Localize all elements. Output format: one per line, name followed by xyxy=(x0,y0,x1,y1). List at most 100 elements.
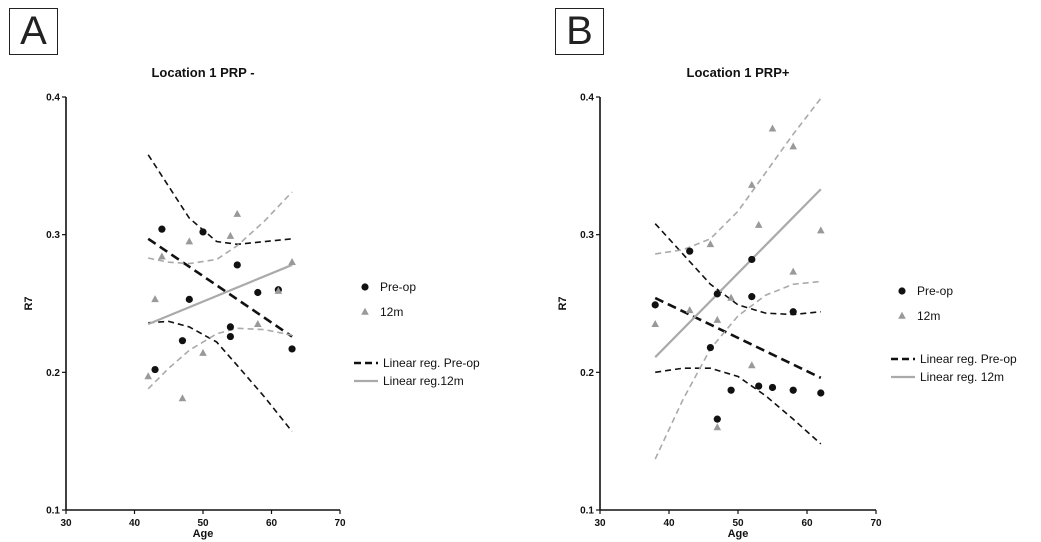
legend-label-preop: Pre-op xyxy=(380,280,416,294)
legend-label-12m: 12m xyxy=(380,305,403,319)
data-point-preop xyxy=(789,386,797,394)
legend-label-12m: 12m xyxy=(917,309,940,323)
data-point-preop xyxy=(713,415,721,423)
data-point-preop xyxy=(755,382,763,390)
regression-line-preop xyxy=(654,296,822,380)
data-point-12m xyxy=(706,240,715,248)
data-point-12m xyxy=(144,372,152,380)
x-tick-label: 70 xyxy=(334,518,346,529)
x-tick-label: 60 xyxy=(266,518,278,529)
x-tick-label: 60 xyxy=(801,518,813,529)
data-point-12m xyxy=(713,423,722,431)
confidence-band-preop-lower xyxy=(148,320,293,433)
regression-line-preop xyxy=(147,237,293,338)
data-point-12m xyxy=(178,394,187,402)
data-point-12m xyxy=(288,258,296,265)
data-point-12m xyxy=(151,295,159,303)
data-point-preop xyxy=(178,337,187,345)
data-point-preop xyxy=(817,389,825,397)
confidence-band-12m-lower xyxy=(147,327,293,390)
confidence-band-12m-upper xyxy=(148,191,293,265)
y-tick-label: 0.1 xyxy=(46,506,60,517)
data-point-12m xyxy=(226,231,235,239)
data-point-12m xyxy=(651,319,659,327)
data-point-preop xyxy=(713,290,721,298)
x-tick-label: 30 xyxy=(594,518,606,529)
data-point-12m xyxy=(754,220,763,228)
data-point-preop xyxy=(185,295,193,303)
legend-marker-preop xyxy=(898,287,906,295)
x-axis-label: Age xyxy=(728,528,749,540)
data-point-12m xyxy=(713,315,722,323)
x-tick-label: 40 xyxy=(663,518,675,529)
data-point-preop xyxy=(226,332,234,341)
legend-marker-12m xyxy=(361,307,369,315)
data-point-12m xyxy=(817,226,825,234)
y-axis-label: R7 xyxy=(557,296,569,310)
data-point-12m xyxy=(685,306,694,314)
chart-title: Location 1 PRP - xyxy=(151,65,254,80)
regression-line-12m xyxy=(147,263,293,326)
data-point-preop xyxy=(254,288,262,297)
data-point-preop xyxy=(199,228,207,236)
legend-label-reg-12m: Linear reg.12m xyxy=(383,374,464,388)
confidence-band-preop-lower xyxy=(655,367,822,445)
data-point-preop xyxy=(768,383,777,392)
confidence-band-12m-lower xyxy=(654,280,821,460)
x-tick-label: 40 xyxy=(129,518,141,529)
confidence-band-12m-upper xyxy=(655,97,822,255)
panel-label-a: A xyxy=(9,8,58,55)
y-tick-label: 0.3 xyxy=(46,230,60,241)
data-point-preop xyxy=(789,308,797,316)
data-point-12m xyxy=(789,267,797,275)
data-point-12m xyxy=(789,142,797,150)
y-tick-label: 0.1 xyxy=(580,506,594,517)
data-point-preop xyxy=(158,225,166,233)
chart-b xyxy=(596,96,915,514)
data-point-12m xyxy=(274,286,283,294)
legend-marker-preop xyxy=(361,283,369,291)
data-point-preop xyxy=(651,301,659,309)
data-point-12m xyxy=(233,209,242,217)
data-point-preop xyxy=(226,323,234,331)
data-point-12m xyxy=(199,348,207,356)
panel-label-b: B xyxy=(555,8,604,55)
y-tick-label: 0.3 xyxy=(580,230,594,241)
y-tick-label: 0.4 xyxy=(46,93,60,104)
y-tick-label: 0.4 xyxy=(580,93,594,104)
legend-label-preop: Pre-op xyxy=(917,284,953,298)
data-point-preop xyxy=(233,261,241,269)
chart-title: Location 1 PRP+ xyxy=(687,65,790,80)
data-point-preop xyxy=(748,255,756,264)
legend-marker-12m xyxy=(898,311,906,319)
legend-label-reg-preop: Linear reg. Pre-op xyxy=(920,352,1017,366)
regression-line-12m xyxy=(654,188,822,358)
data-point-preop xyxy=(748,293,756,301)
confidence-band-preop-upper xyxy=(147,154,293,246)
data-point-preop xyxy=(706,343,715,352)
x-axis-label: Age xyxy=(193,528,214,540)
x-tick-label: 50 xyxy=(732,518,744,529)
data-point-preop xyxy=(686,247,694,255)
x-tick-label: 50 xyxy=(197,518,209,529)
data-point-12m xyxy=(768,124,777,132)
legend-label-reg-12m: Linear reg. 12m xyxy=(920,370,1004,384)
chart-a xyxy=(62,96,378,514)
data-point-12m xyxy=(727,293,735,301)
confidence-band-preop-upper xyxy=(654,223,821,316)
data-point-12m xyxy=(185,237,194,245)
data-point-preop xyxy=(727,386,735,394)
x-tick-label: 30 xyxy=(60,518,72,529)
y-axis-label: R7 xyxy=(23,296,35,310)
data-point-12m xyxy=(748,361,756,369)
data-point-preop xyxy=(151,365,159,374)
x-tick-label: 70 xyxy=(870,518,882,529)
y-tick-label: 0.2 xyxy=(580,368,594,379)
legend-label-reg-preop: Linear reg. Pre-op xyxy=(383,356,480,370)
y-tick-label: 0.2 xyxy=(46,368,60,379)
data-point-12m xyxy=(254,319,262,327)
data-point-preop xyxy=(288,345,296,353)
data-point-12m xyxy=(158,252,166,260)
